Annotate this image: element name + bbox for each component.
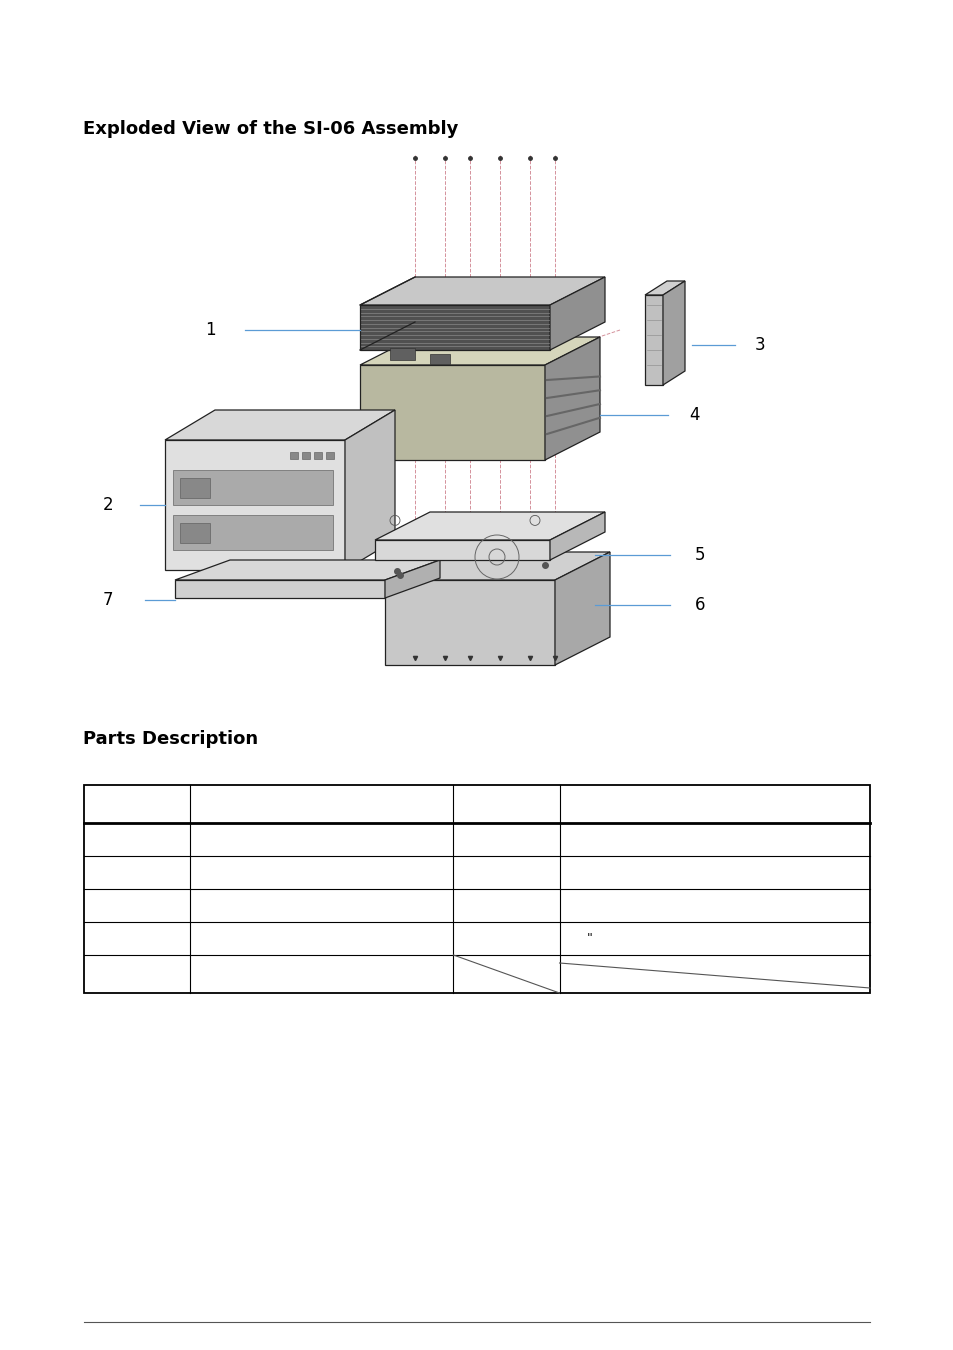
Text: 3: 3 [754,336,764,354]
Bar [430,354,450,363]
Polygon shape [555,552,609,666]
Text: Exploded View of the SI-06 Assembly: Exploded View of the SI-06 Assembly [83,120,457,138]
Text: 6: 6 [694,595,704,614]
Polygon shape [375,540,550,560]
Text: 2: 2 [103,495,113,514]
Polygon shape [345,410,395,570]
Bar [84,784,869,994]
Text: ": " [586,931,592,945]
Polygon shape [544,338,599,460]
Bar [172,514,333,549]
Bar [290,452,297,459]
Bar [180,522,210,543]
Polygon shape [165,410,395,440]
Polygon shape [359,364,544,460]
Polygon shape [174,560,439,580]
Text: 5: 5 [694,545,704,564]
Polygon shape [550,512,604,560]
Bar [326,452,334,459]
Polygon shape [375,512,604,540]
Polygon shape [385,580,555,666]
Bar [302,452,310,459]
Text: 1: 1 [205,321,215,339]
Polygon shape [385,560,439,598]
Polygon shape [385,552,609,580]
Polygon shape [174,580,385,598]
Polygon shape [359,305,550,350]
Text: Parts Description: Parts Description [83,730,258,748]
Polygon shape [165,440,345,570]
Polygon shape [644,281,684,296]
Polygon shape [662,281,684,385]
Text: 4: 4 [689,406,700,424]
Bar [390,348,415,360]
Polygon shape [359,338,599,364]
Text: 7: 7 [103,591,113,609]
Polygon shape [550,277,604,350]
Bar [180,478,210,498]
Bar [172,470,333,505]
Polygon shape [644,296,662,385]
Polygon shape [359,277,604,305]
Bar [314,452,322,459]
